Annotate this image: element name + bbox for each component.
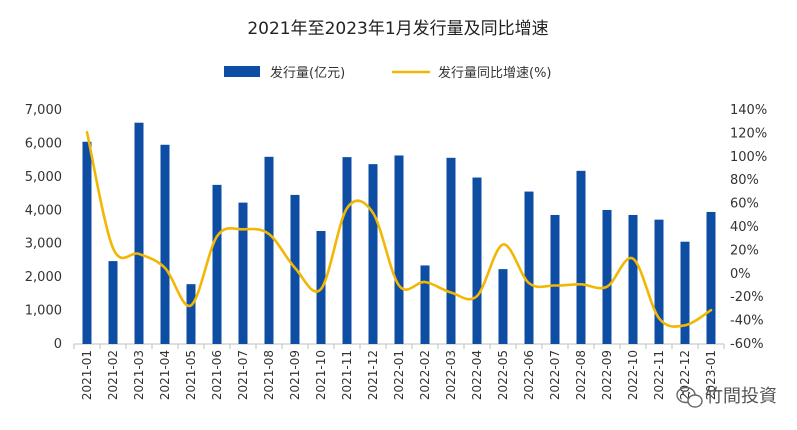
x-tick-label: 2021-09 — [288, 350, 302, 400]
x-tick-label: 2022-07 — [548, 350, 562, 400]
wechat-icon — [676, 386, 703, 408]
right-tick-label: -60% — [730, 337, 764, 352]
watermark: 竹間投資 — [676, 386, 777, 408]
x-tick-label: 2022-05 — [496, 350, 510, 400]
line-series — [85, 130, 713, 328]
bar-2022-09 — [602, 209, 612, 344]
left-tick-label: 5,000 — [25, 170, 62, 185]
x-tick-label: 2021-08 — [262, 350, 276, 400]
left-tick-label: 7,000 — [25, 103, 62, 118]
right-tick-label: 100% — [730, 150, 767, 165]
right-tick-label: 40% — [730, 220, 759, 235]
left-tick-label: 3,000 — [25, 237, 62, 252]
bar-series — [82, 122, 716, 345]
bar-2021-12 — [368, 164, 378, 344]
x-tick-label: 2022-01 — [392, 350, 406, 400]
right-tick-label: 140% — [730, 103, 767, 118]
legend-bar-swatch — [224, 66, 260, 77]
right-tick-label: 0% — [730, 267, 751, 282]
left-tick-label: 2,000 — [25, 270, 62, 285]
x-tick-label: 2021-04 — [158, 350, 172, 400]
x-tick-label: 2021-03 — [132, 350, 146, 400]
x-tick-label: 2021-10 — [314, 350, 328, 400]
bar-2022-11 — [654, 219, 664, 344]
x-tick-label: 2021-12 — [366, 350, 380, 400]
bar-2022-07 — [550, 214, 560, 344]
x-tick-label: 2022-09 — [600, 350, 614, 400]
right-tick-label: 60% — [730, 197, 759, 212]
x-tick-label: 2021-05 — [184, 350, 198, 400]
x-tick-label: 2021-06 — [210, 350, 224, 400]
bar-2022-06 — [524, 191, 534, 344]
x-tick-label: 2021-07 — [236, 350, 250, 400]
bar-2022-08 — [576, 170, 586, 344]
left-tick-label: 6,000 — [25, 136, 62, 151]
x-tick-label: 2022-11 — [652, 350, 666, 400]
bar-2022-02 — [420, 265, 430, 344]
bar-2021-06 — [212, 184, 222, 344]
right-tick-label: 120% — [730, 126, 767, 141]
legend-bar-label: 发行量(亿元) — [270, 65, 345, 81]
bar-2022-04 — [472, 177, 482, 344]
bar-2022-03 — [446, 157, 456, 344]
right-axis: -60% -40% -20% 0% 20% 40% 60% 80% 100% 120% 140% — [730, 103, 767, 352]
bar-2022-12 — [680, 241, 690, 344]
right-tick-label: -20% — [730, 290, 764, 305]
left-tick-label: 0 — [54, 337, 62, 352]
x-tick-label: 2022-03 — [444, 350, 458, 400]
bar-2021-04 — [160, 144, 170, 344]
bar-2022-05 — [498, 269, 508, 344]
x-tick-label: 2022-10 — [626, 350, 640, 400]
x-tick-label: 2022-08 — [574, 350, 588, 400]
bar-2021-05 — [186, 284, 196, 344]
left-axis: 0 1,000 2,000 3,000 4,000 5,000 6,000 7,000 — [25, 103, 62, 352]
legend-line-label: 发行量同比增速(%) — [438, 65, 552, 81]
chart-title: 2021年至2023年1月发行量及同比增速 — [247, 19, 548, 39]
left-tick-label: 4,000 — [25, 203, 62, 218]
bar-2021-07 — [238, 202, 248, 344]
bar-2022-10 — [628, 214, 638, 344]
x-axis: 2021-01 2021-02 2021-03 2021-04 2021-05 2021-… — [73, 343, 725, 400]
x-tick-label: 2023-01 — [704, 350, 718, 400]
x-tick-label: 2022-02 — [418, 350, 432, 400]
bar-2021-03 — [134, 122, 144, 345]
right-tick-label: -40% — [730, 314, 764, 329]
x-tick-label: 2022-04 — [470, 350, 484, 400]
left-tick-label: 1,000 — [25, 304, 62, 319]
bar-2021-01 — [82, 141, 92, 344]
bar-2023-01 — [706, 211, 716, 344]
bar-2021-02 — [108, 261, 118, 344]
x-tick-label: 2021-02 — [106, 350, 120, 400]
bar-2021-08 — [264, 156, 274, 344]
legend: 发行量(亿元) 发行量同比增速(%) — [224, 65, 552, 81]
right-tick-label: 20% — [730, 243, 759, 258]
bar-2022-01 — [394, 155, 404, 344]
bar-2021-11 — [342, 157, 352, 344]
x-tick-label: 2022-06 — [522, 350, 536, 400]
watermark-text: 竹間投資 — [705, 386, 777, 407]
x-tick-label: 2021-11 — [340, 350, 354, 400]
right-tick-label: 80% — [730, 173, 759, 188]
x-tick-label: 2021-01 — [80, 350, 94, 400]
